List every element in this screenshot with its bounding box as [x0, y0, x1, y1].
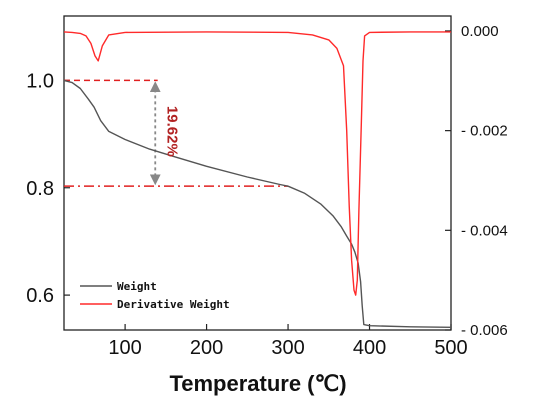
y2-tick-label: - 0.002 — [461, 123, 508, 140]
y2-axis-ticks: 0.000 - 0.002 - 0.004 - 0.006 — [445, 23, 508, 339]
legend-label: Derivative Weight — [117, 298, 230, 311]
annotation-text-layer: 19.62% — [163, 106, 180, 157]
x-tick-label: 500 — [434, 337, 467, 359]
x-axis-title: Temperature (℃) — [169, 371, 346, 396]
x-axis-ticks: 100 200 300 400 500 — [108, 324, 468, 359]
plot-frame — [63, 15, 452, 331]
y-tick-label: 0.8 — [26, 178, 54, 200]
y-tick-label: 0.6 — [26, 285, 54, 307]
y-tick-label: 1.0 — [26, 70, 54, 92]
weight-line — [63, 79, 452, 328]
y2-tick-label: - 0.004 — [461, 222, 508, 239]
x-tick-label: 100 — [108, 337, 141, 359]
x-tick-label: 200 — [190, 337, 223, 359]
legend-label: Weight — [117, 280, 157, 293]
derivative-weight-line — [63, 31, 451, 296]
y2-tick-label: 0.000 — [461, 23, 499, 40]
annotation-lines — [64, 79, 289, 187]
x-tick-label: 300 — [271, 337, 304, 359]
weight-loss-label: 19.62% — [163, 106, 180, 157]
series-layer — [63, 31, 452, 328]
x-tick-label: 400 — [353, 337, 386, 359]
y2-tick-label: - 0.006 — [461, 322, 508, 339]
legend: Weight Derivative Weight — [80, 280, 230, 311]
